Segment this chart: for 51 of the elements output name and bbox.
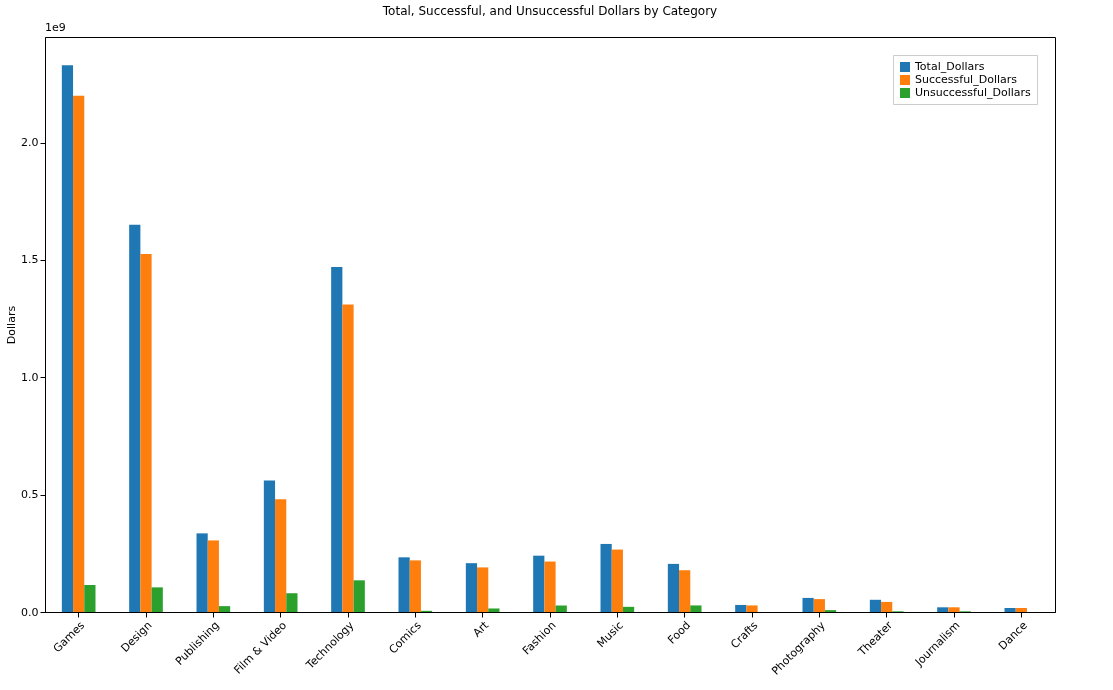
bar xyxy=(151,587,163,612)
bar xyxy=(140,254,152,612)
y-tick-label: 1.5 xyxy=(21,253,39,267)
legend-label: Unsuccessful_Dollars xyxy=(915,86,1032,99)
bar xyxy=(331,267,343,612)
bar xyxy=(690,605,702,612)
y-tick-label: 0.5 xyxy=(21,488,39,502)
bar xyxy=(409,560,421,612)
bar xyxy=(275,499,287,612)
bar xyxy=(218,606,231,612)
bar xyxy=(286,593,298,612)
bar xyxy=(869,599,882,612)
bar xyxy=(129,224,141,612)
bar xyxy=(477,567,489,612)
legend-label: Successful_Dollars xyxy=(915,73,1018,86)
bar xyxy=(1004,608,1016,612)
bar xyxy=(881,601,893,612)
bar xyxy=(555,605,567,612)
bar xyxy=(735,604,747,612)
bar xyxy=(937,607,949,612)
y-tick-label: 1.0 xyxy=(21,370,39,384)
y-axis-title: Dollars xyxy=(5,305,19,345)
bar xyxy=(667,563,680,612)
bar xyxy=(622,606,635,612)
bar xyxy=(465,563,478,612)
bar xyxy=(196,533,208,612)
bar xyxy=(73,95,85,612)
bar xyxy=(207,540,219,612)
y-tick-label: 2.0 xyxy=(21,136,39,150)
bar xyxy=(61,65,74,612)
bar xyxy=(948,607,960,612)
bar xyxy=(263,480,276,612)
bar xyxy=(802,597,814,612)
bar xyxy=(353,580,365,612)
bar xyxy=(611,549,623,612)
bar xyxy=(398,557,410,612)
bar xyxy=(746,605,758,612)
bar xyxy=(533,555,545,612)
bar xyxy=(813,599,825,612)
bar xyxy=(488,608,500,612)
legend-label: Total_Dollars xyxy=(914,60,985,73)
bar xyxy=(1015,608,1027,612)
bar xyxy=(600,543,612,612)
bar xyxy=(84,585,96,612)
bar xyxy=(679,570,691,612)
bar xyxy=(342,304,354,612)
bar xyxy=(544,561,556,612)
y-tick-label: 0.0 xyxy=(21,605,39,619)
x-tick-label: Art xyxy=(470,618,492,640)
chart-title: Total, Successful, and Unsuccessful Dollars by Category xyxy=(381,4,718,18)
text: 1e9 xyxy=(45,21,66,34)
